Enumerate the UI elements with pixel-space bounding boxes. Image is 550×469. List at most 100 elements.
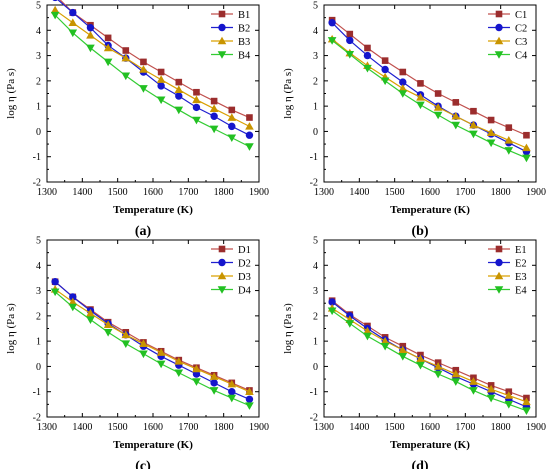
data-point-B1: [140, 58, 147, 66]
x-tick-label: 1400: [349, 422, 369, 433]
plot-frame: [323, 4, 537, 183]
data-point-B3: [174, 85, 184, 94]
data-point-C4: [327, 37, 337, 45]
y-tick-label: 2: [313, 76, 318, 87]
legend-label: E1: [515, 245, 527, 256]
data-point-C3: [504, 135, 514, 144]
data-point-D2: [51, 278, 59, 286]
data-point-D2: [69, 293, 77, 301]
data-point-E4: [380, 342, 390, 351]
y-tick-label: 4: [36, 261, 41, 272]
data-point-B1: [228, 106, 236, 114]
data-point-E4: [451, 378, 461, 386]
y-tick-label: -2: [33, 178, 41, 189]
x-tick-label: 1300: [37, 187, 57, 198]
legend-label: C3: [515, 37, 527, 48]
data-point-B4: [192, 116, 201, 125]
legend-marker: [218, 258, 226, 267]
x-tick-label: 1500: [385, 187, 405, 198]
x-tick-label: 1400: [349, 187, 369, 198]
data-point-B2: [245, 131, 254, 139]
data-point-D3: [209, 372, 219, 380]
x-tick-label: 1300: [314, 187, 334, 198]
x-axis-label: Temperature (K): [390, 439, 470, 451]
legend-marker: [218, 10, 226, 18]
series-line-C1: [331, 19, 527, 136]
data-point-B3: [139, 65, 148, 73]
panel-label: (c): [135, 459, 151, 469]
legend-marker: [495, 258, 503, 267]
y-tick-label: 4: [36, 26, 41, 37]
data-point-E4: [486, 394, 496, 403]
data-point-B1: [210, 97, 218, 105]
legend-marker: [218, 245, 226, 253]
legend-marker: [495, 10, 503, 18]
chart-panel-1: 1300 1400 1500 1600 1700 1800 1900 -2 -1 0 1 2 3 4 5 Te…: [5, 0, 269, 239]
data-point-C1: [470, 107, 477, 115]
data-point-D3: [121, 330, 131, 339]
plot-frame: [46, 239, 260, 418]
series-line-D1: [54, 281, 250, 392]
data-point-B3: [245, 122, 254, 130]
data-point-E4: [398, 353, 408, 361]
x-tick-label: 1600: [420, 187, 440, 198]
data-point-E3: [416, 354, 425, 363]
data-point-B1: [175, 78, 183, 86]
data-point-B2: [52, 0, 58, 2]
data-point-C2: [381, 65, 389, 74]
y-tick-label: 1: [36, 337, 41, 348]
data-point-C1: [434, 90, 442, 97]
x-tick-label: 1700: [455, 187, 475, 198]
data-point-B3: [209, 104, 219, 112]
y-tick-label: 5: [36, 1, 41, 12]
x-tick-label: 1700: [455, 422, 475, 433]
data-point-B4: [103, 58, 113, 67]
x-tick-label: 1800: [214, 422, 234, 433]
data-point-E4: [363, 332, 372, 341]
legend-label: B2: [238, 24, 250, 35]
data-point-B4: [121, 72, 131, 81]
data-point-B3: [192, 95, 201, 104]
data-point-C4: [522, 154, 531, 163]
data-point-C1: [399, 68, 407, 76]
legend-label: E2: [515, 259, 527, 270]
x-tick-label: 1900: [526, 187, 546, 198]
data-point-B2: [210, 112, 218, 120]
data-point-C4: [451, 121, 461, 130]
y-tick-label: 2: [313, 311, 318, 322]
chart-panel-3: 1300 1400 1500 1600 1700 1800 1900 -2 -1 0 1 2 3 4 5 Te…: [5, 236, 269, 469]
y-tick-label: 1: [313, 102, 318, 113]
data-point-B3: [50, 5, 60, 14]
data-point-C3: [451, 111, 461, 120]
y-tick-label: 1: [313, 337, 318, 348]
data-point-E3: [451, 369, 461, 378]
chart-panel-4: 1300 1400 1500 1600 1700 1800 1900 -2 -1 0 1 2 3 4 5 Te…: [282, 236, 546, 469]
data-point-D4: [174, 369, 184, 378]
legend-label: B1: [238, 10, 250, 21]
data-point-D2: [245, 395, 254, 403]
data-point-E4: [522, 407, 531, 415]
legend-label: C1: [515, 10, 527, 21]
data-point-B4: [139, 85, 148, 93]
x-tick-label: 1700: [178, 187, 198, 198]
y-tick-label: 0: [313, 127, 318, 138]
data-point-B1: [104, 34, 112, 42]
legend-label: D4: [238, 286, 252, 297]
legend-marker: [494, 36, 504, 45]
legend-label: E3: [515, 272, 527, 283]
data-point-E2: [328, 298, 336, 306]
data-point-B2: [192, 103, 201, 112]
y-tick-label: 5: [36, 236, 41, 247]
data-point-D2: [210, 379, 218, 387]
data-point-B2: [157, 82, 165, 90]
x-tick-label: 1300: [37, 422, 57, 433]
data-point-B4: [245, 143, 254, 151]
data-point-D4: [245, 402, 254, 410]
y-tick-label: 3: [36, 286, 41, 297]
data-point-B4: [86, 44, 95, 53]
y-tick-label: 3: [36, 51, 41, 62]
data-point-C1: [417, 80, 424, 87]
x-tick-label: 1900: [249, 187, 269, 198]
data-point-C2: [399, 78, 407, 86]
